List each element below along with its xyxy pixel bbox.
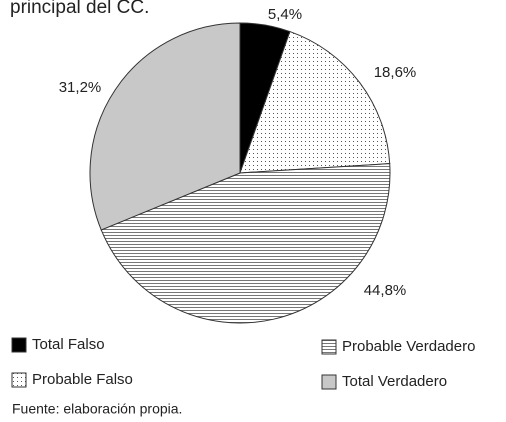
legend-label: Total Verdadero: [342, 373, 447, 390]
legend-label: Total Falso: [32, 336, 105, 353]
legend-label: Probable Falso: [32, 371, 133, 388]
legend-swatch: [11, 337, 27, 353]
source-note: Fuente: elaboración propia.: [12, 401, 182, 417]
legend-swatch: [321, 339, 337, 355]
pie-slice: [239, 30, 391, 174]
legend-swatch: [11, 372, 27, 388]
chart-title: principal del CC.: [10, 0, 149, 18]
data-label: 5,4%: [268, 6, 302, 23]
legend-label: Probable Verdadero: [342, 338, 475, 355]
pie-slice: [100, 163, 391, 324]
data-label: 44,8%: [364, 282, 407, 299]
legend-swatch: [321, 374, 337, 390]
pie-slice: [89, 22, 241, 231]
data-label: 31,2%: [59, 79, 102, 96]
data-label: 18,6%: [374, 64, 417, 81]
